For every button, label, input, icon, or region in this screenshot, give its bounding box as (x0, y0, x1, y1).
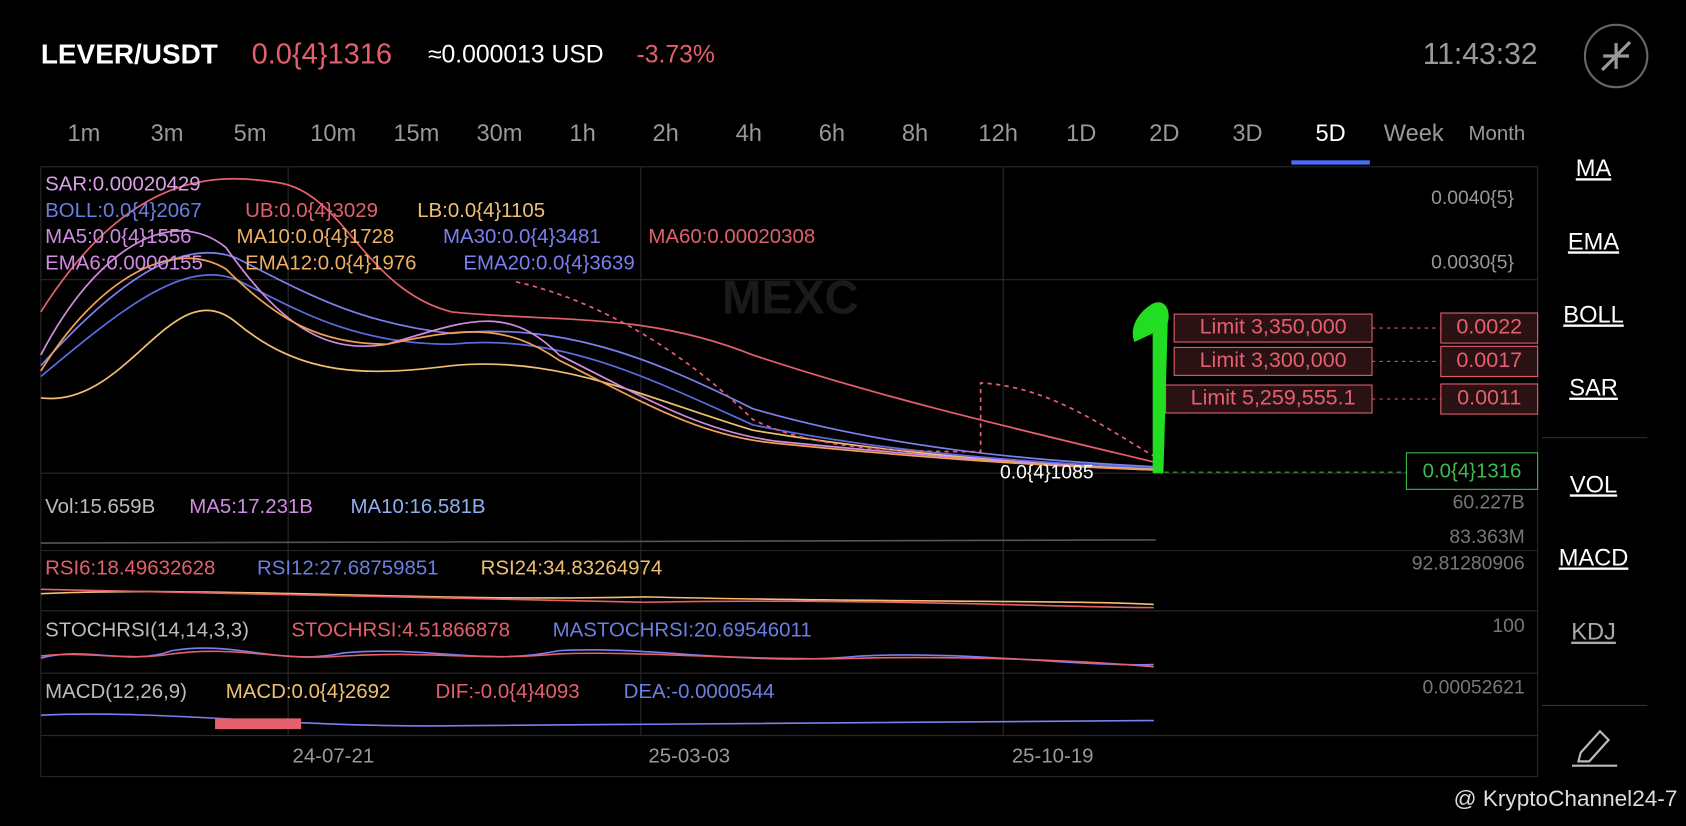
pair: LEVER/USDT (41, 38, 218, 69)
timeframe[interactable]: 2D (1149, 121, 1179, 147)
timeframe[interactable]: 1h (569, 121, 595, 147)
order-label: Limit 5,259,555.1 (1191, 386, 1356, 410)
order-box[interactable] (1173, 346, 1373, 376)
timeframe[interactable]: 2h (653, 121, 679, 147)
order-price-box (1440, 312, 1539, 344)
order-price: 0.0022 (1456, 315, 1522, 339)
menu-item[interactable]: MACD (1559, 545, 1629, 571)
timeframe[interactable]: 4h (736, 121, 762, 147)
timeframe[interactable]: 3m (151, 121, 184, 147)
timeframe[interactable]: Month (1469, 123, 1526, 145)
panel-value: MA10:16.581B (351, 496, 486, 518)
timeframe[interactable]: 15m (393, 121, 439, 147)
order-box[interactable] (1173, 313, 1373, 343)
menu-item[interactable]: SAR (1569, 376, 1618, 402)
indicator-value: UB:0.0{4}3029 (245, 200, 378, 222)
menu-item[interactable]: BOLL (1563, 302, 1623, 328)
panel-value: MACD(12,26,9) (45, 681, 187, 703)
panel-value: RSI12:27.68759851 (257, 557, 439, 579)
menu-item[interactable]: EMA (1568, 229, 1619, 255)
order-price: 0.0011 (1457, 386, 1521, 410)
date-label: 25-10-19 (1012, 745, 1094, 767)
date-label: 24-07-21 (292, 745, 374, 767)
usd-price: ≈0.000013 USD (428, 42, 604, 69)
panel-value: STOCHRSI(14,14,3,3) (45, 620, 249, 642)
indicator-value: BOLL:0.0{4}2067 (45, 200, 202, 222)
panel-axis-label: 60.227B (1453, 491, 1525, 513)
price-lines (40, 177, 1157, 471)
timeframe[interactable]: 10m (310, 121, 356, 147)
logo-watermark: MEXC (722, 272, 859, 325)
panel-value: MASTOCHRSI:20.69546011 (553, 620, 812, 642)
indicator-value: EMA6:0.0000155 (45, 252, 203, 274)
price-axis-label: 0.0040{5} (1431, 187, 1514, 209)
indicator-value: MA10:0.0{4}1728 (237, 226, 395, 248)
date-label: 25-03-03 (648, 745, 730, 767)
panel-axis-label: 0.00052621 (1423, 676, 1525, 698)
current-price: 0.0{4}1316 (1423, 461, 1522, 483)
timeframe[interactable]: 1m (67, 121, 100, 147)
timeframe[interactable]: 30m (476, 121, 522, 147)
collapse-button[interactable] (1583, 23, 1649, 89)
indicator-value: MA60:0.00020308 (648, 226, 815, 248)
change: -3.73% (637, 42, 715, 69)
timeframe[interactable]: 5D (1316, 121, 1346, 147)
panel-value: MA5:17.231B (189, 496, 313, 518)
panel-value: RSI24:34.83264974 (481, 557, 663, 579)
chart-frame (40, 166, 1539, 777)
indicator-value: SAR:0.00020429 (45, 173, 200, 195)
current-price-box (1405, 452, 1539, 490)
draw-tool[interactable] (1572, 729, 1618, 767)
panel-value: Vol:15.659B (45, 496, 155, 518)
indicator-value: EMA12:0.0{4}1976 (245, 252, 416, 274)
order-label: Limit 3,300,000 (1200, 348, 1347, 372)
menu-item[interactable]: MA (1576, 156, 1612, 182)
order-price-box (1440, 383, 1539, 415)
menu-item[interactable]: VOL (1570, 472, 1617, 498)
panel-value: STOCHRSI:4.51866878 (291, 620, 510, 642)
order-price: 0.0017 (1456, 348, 1522, 372)
indicator-value: MA5:0.0{4}1556 (45, 226, 191, 248)
timeframe[interactable]: 5m (234, 121, 267, 147)
indicator-value: EMA20:0.0{4}3639 (463, 252, 634, 274)
panel-value: DEA:-0.0000544 (624, 681, 775, 703)
timeframe[interactable]: 8h (902, 121, 928, 147)
active-underline (1291, 160, 1370, 165)
order-price-box (1440, 345, 1539, 377)
timeframe[interactable]: 6h (819, 121, 845, 147)
indicator-value: MA30:0.0{4}3481 (443, 226, 601, 248)
order-box[interactable] (1165, 384, 1373, 414)
price-axis-label: 0.0030{5} (1431, 252, 1514, 274)
indicator-value: LB:0.0{4}1105 (417, 200, 545, 222)
timeframe[interactable]: 3D (1232, 121, 1262, 147)
panel-value: DIF:-0.0{4}4093 (435, 681, 579, 703)
panel-value: MACD:0.0{4}2692 (226, 681, 390, 703)
hand-drawn-mark (1132, 302, 1169, 474)
indicator-lines (40, 539, 1156, 730)
panel-value: RSI6:18.49632628 (45, 557, 215, 579)
panel-axis-label: 92.81280906 (1412, 553, 1525, 575)
panel-axis-label: 100 (1492, 615, 1524, 637)
price: 0.0{4}1316 (252, 39, 392, 71)
panel-axis-label: 83.363M (1449, 526, 1524, 548)
menu-item[interactable]: KDJ (1571, 620, 1616, 646)
timeframe[interactable]: 12h (978, 121, 1017, 147)
credit: @ KryptoChannel24-7 (1454, 786, 1678, 811)
low-label: 0.0{4}1085 (1000, 461, 1094, 483)
clock: 11:43:32 (1423, 38, 1538, 71)
order-label: Limit 3,350,000 (1200, 315, 1347, 339)
timeframe[interactable]: Week (1384, 121, 1444, 147)
timeframe[interactable]: 1D (1066, 121, 1096, 147)
